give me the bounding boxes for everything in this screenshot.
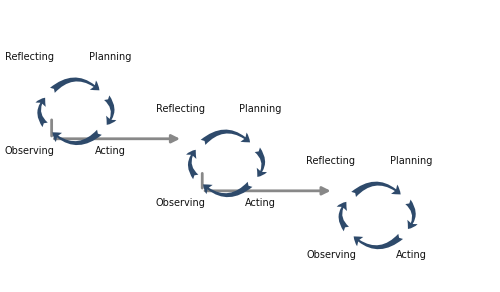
Text: Acting: Acting [94, 146, 126, 156]
FancyArrowPatch shape [186, 150, 198, 179]
FancyArrowPatch shape [352, 182, 401, 197]
FancyArrowPatch shape [36, 98, 48, 127]
FancyArrowPatch shape [406, 199, 417, 229]
FancyArrowPatch shape [203, 182, 252, 197]
FancyArrowPatch shape [200, 130, 250, 145]
Text: Acting: Acting [396, 250, 426, 260]
Text: Reflecting: Reflecting [156, 104, 205, 114]
Text: Planning: Planning [240, 104, 282, 114]
Text: Observing: Observing [156, 198, 206, 208]
FancyArrowPatch shape [254, 147, 267, 177]
FancyArrowPatch shape [52, 130, 102, 145]
FancyArrowPatch shape [336, 202, 349, 231]
FancyArrowPatch shape [50, 77, 100, 93]
Text: Reflecting: Reflecting [306, 156, 356, 166]
FancyArrowPatch shape [354, 234, 403, 249]
FancyArrowPatch shape [104, 95, 117, 125]
Text: Reflecting: Reflecting [6, 52, 54, 62]
Text: Observing: Observing [306, 250, 356, 260]
Text: Planning: Planning [88, 52, 131, 62]
Text: Acting: Acting [245, 198, 276, 208]
Text: Planning: Planning [390, 156, 432, 166]
Text: Observing: Observing [5, 146, 54, 156]
